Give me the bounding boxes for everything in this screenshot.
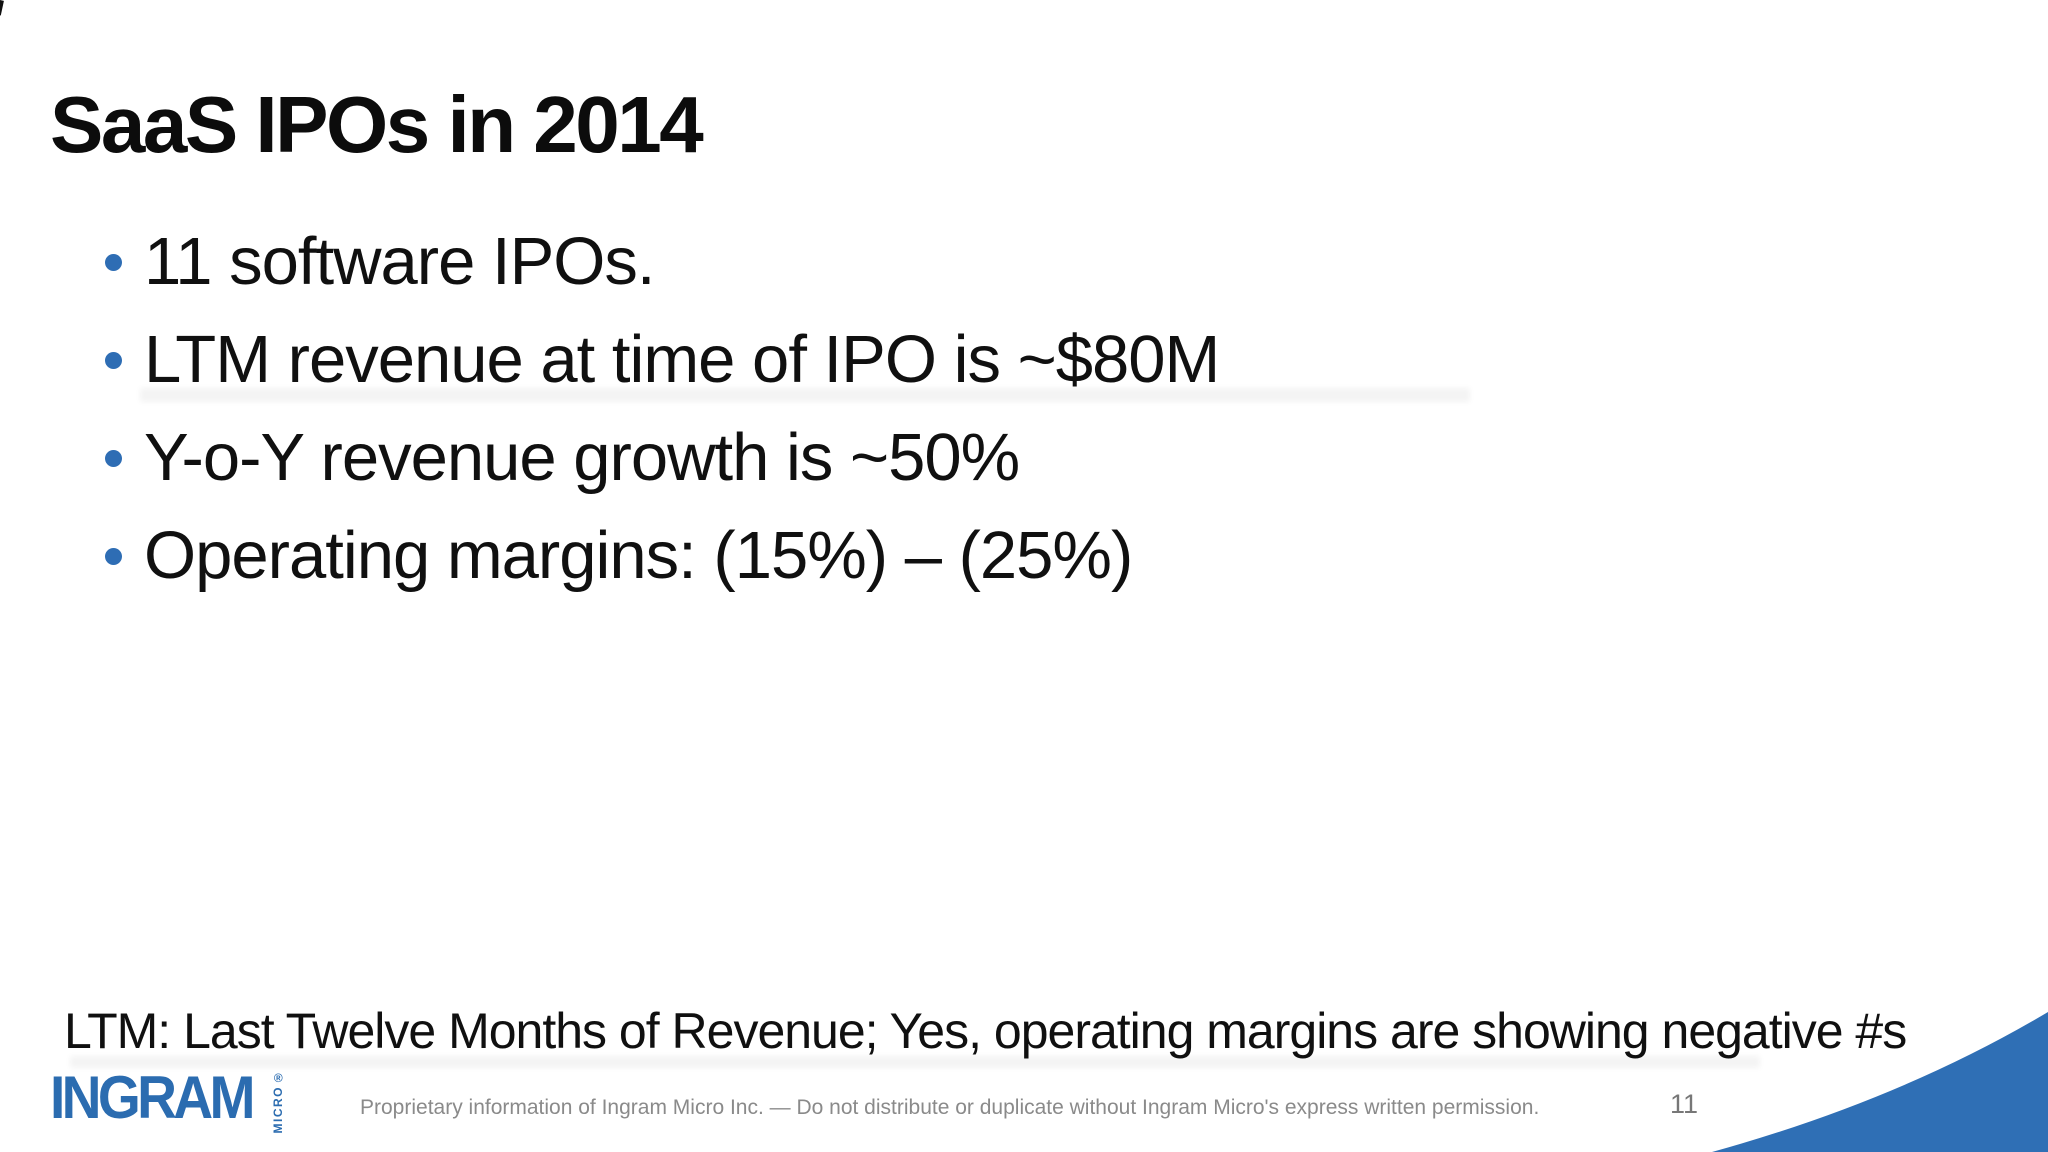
- slide-footnote: LTM: Last Twelve Months of Revenue; Yes,…: [64, 1003, 1907, 1059]
- logo-side-block: ® MICRO: [271, 1071, 285, 1134]
- bullet-text: LTM revenue at time of IPO is ~$80M: [144, 321, 1220, 397]
- corner-artifact: [0, 0, 4, 16]
- bullet-list: 11 software IPOs. LTM revenue at time of…: [105, 212, 1220, 604]
- logo-wordmark: INGRAM: [50, 1064, 255, 1131]
- registered-trademark-icon: ®: [273, 1071, 283, 1085]
- logo-subbrand: MICRO: [271, 1086, 286, 1134]
- ingram-micro-logo: INGRAM ® MICRO: [50, 1064, 285, 1134]
- bullet-icon: [105, 548, 122, 565]
- slide-title: SaaS IPOs in 2014: [50, 79, 704, 169]
- bullet-text: Y-o-Y revenue growth is ~50%: [144, 419, 1020, 495]
- bullet-icon: [105, 352, 122, 369]
- bullet-icon: [105, 254, 122, 271]
- bullet-text: 11 software IPOs.: [144, 223, 656, 299]
- list-item: Y-o-Y revenue growth is ~50%: [105, 408, 1219, 506]
- list-item: Operating margins: (15%) – (25%): [105, 506, 1219, 604]
- list-item: 11 software IPOs.: [105, 212, 1219, 310]
- list-item: LTM revenue at time of IPO is ~$80M: [105, 310, 1220, 408]
- page-number: 11: [1670, 1089, 1699, 1119]
- bullet-text: Operating margins: (15%) – (25%): [144, 517, 1133, 593]
- swoosh-shape: [1712, 1012, 2048, 1152]
- footer-disclaimer: Proprietary information of Ingram Micro …: [360, 1096, 1540, 1119]
- bullet-icon: [105, 450, 122, 467]
- corner-swoosh-graphic: [1712, 1012, 2048, 1152]
